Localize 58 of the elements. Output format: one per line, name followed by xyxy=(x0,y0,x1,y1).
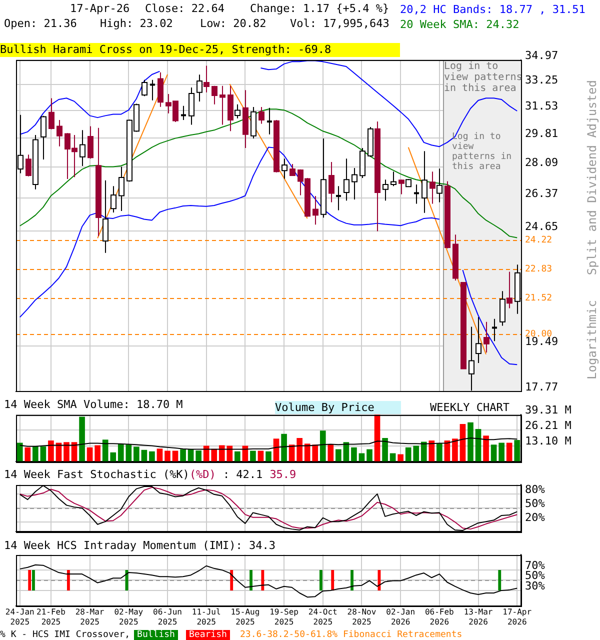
y-tick-label: 34.97 xyxy=(525,48,558,62)
text: Split and Dividend Adjusted xyxy=(585,80,599,276)
x-tick-label: 19-Sep 2025 xyxy=(270,608,299,626)
ref-line-label: 21.52 xyxy=(525,293,552,304)
text: Close: 22.64 xyxy=(145,2,224,15)
y-tick-label: 19.49 xyxy=(525,335,558,348)
text: Low: 20.82 xyxy=(200,17,266,30)
x-tick-label: 28-Mar 2025 xyxy=(75,608,104,626)
y-tick-label: 29.81 xyxy=(525,127,558,140)
text: 23.6-38.2-50-61.8% Fibonacci Retracements xyxy=(240,630,462,640)
x-tick-label: 02-Jan 2026 xyxy=(386,608,416,626)
chart-title: 14 Week Fast Stochastic (%K) xyxy=(4,468,190,481)
text: : 42.1 xyxy=(222,468,263,481)
legend-title: % K - HCS IMI Crossover, xyxy=(0,630,130,640)
y-tick-label: 31.53 xyxy=(525,100,558,113)
y-tick-label: 33.25 xyxy=(525,74,558,87)
y-tick-label: 20% xyxy=(525,510,546,524)
y-tick-label: 39.31 M xyxy=(525,403,572,416)
text: Volume By Price xyxy=(275,401,401,414)
text: Bullish Harami Cross on 19-Dec-25, Strength: -69.8 xyxy=(0,43,400,57)
text: Logarithmic xyxy=(585,300,599,380)
x-tick-label: 17-Apr 2026 xyxy=(502,608,532,626)
text: High: 23.02 xyxy=(100,17,173,30)
x-tick-label: 15-Aug 2025 xyxy=(230,608,260,626)
text: Change: 1.17 {+5.4 %} xyxy=(250,2,390,15)
series-label: (%D) xyxy=(189,468,216,481)
y-tick-label: 13.10 M xyxy=(525,434,572,448)
y-tick-label: 28.09 xyxy=(525,156,558,170)
x-tick-label: 24-Oct 2025 xyxy=(308,608,338,626)
y-tick-label: 26.37 xyxy=(525,187,558,200)
x-tick-label: 13-Mar 2026 xyxy=(464,608,493,626)
x-tick-label: 06-Feb 2026 xyxy=(424,608,454,626)
x-tick-label: 02-May 2025 xyxy=(114,608,144,626)
text: Open: 21.36 xyxy=(4,17,77,30)
ref-line-label: 24.22 xyxy=(525,235,552,246)
text: 35.9 xyxy=(270,468,296,481)
x-tick-label: 24-Jan 2025 xyxy=(5,608,35,626)
y-tick-label: 70% xyxy=(525,558,546,572)
text: 17-Apr-26 xyxy=(70,2,130,15)
x-tick-label: 21-Feb 2025 xyxy=(36,608,66,626)
text: 20 Week SMA: 24.32 xyxy=(400,17,520,32)
x-tick-label: 11-Jul 2025 xyxy=(192,608,221,626)
text: Vol: 17,995,643 xyxy=(290,17,390,30)
y-tick-label: 17.77 xyxy=(525,380,558,394)
annotation: Log in to view patterns in this area xyxy=(452,132,513,172)
text: WEEKLY CHART xyxy=(430,401,510,414)
ref-line-label: 22.83 xyxy=(525,264,552,274)
chart-title: 14 Week HCS Intraday Momentum (IMI): 34.3 xyxy=(4,539,276,552)
text: 20,2 HC Bands: 18.77 , 31.51 xyxy=(400,2,586,17)
text: Bearish xyxy=(186,630,230,640)
text: Bullish xyxy=(134,630,178,640)
chart-title: 14 Week SMA Volume: 18.70 M xyxy=(4,398,183,411)
y-tick-label: 50% xyxy=(525,496,546,510)
y-tick-label: 26.21 M xyxy=(525,419,572,432)
x-tick-label: 28-Nov 2025 xyxy=(347,608,376,626)
y-tick-label: 80% xyxy=(525,482,546,496)
y-tick-label: 24.65 xyxy=(525,220,558,234)
x-tick-label: 06-Jun 2025 xyxy=(153,608,182,626)
